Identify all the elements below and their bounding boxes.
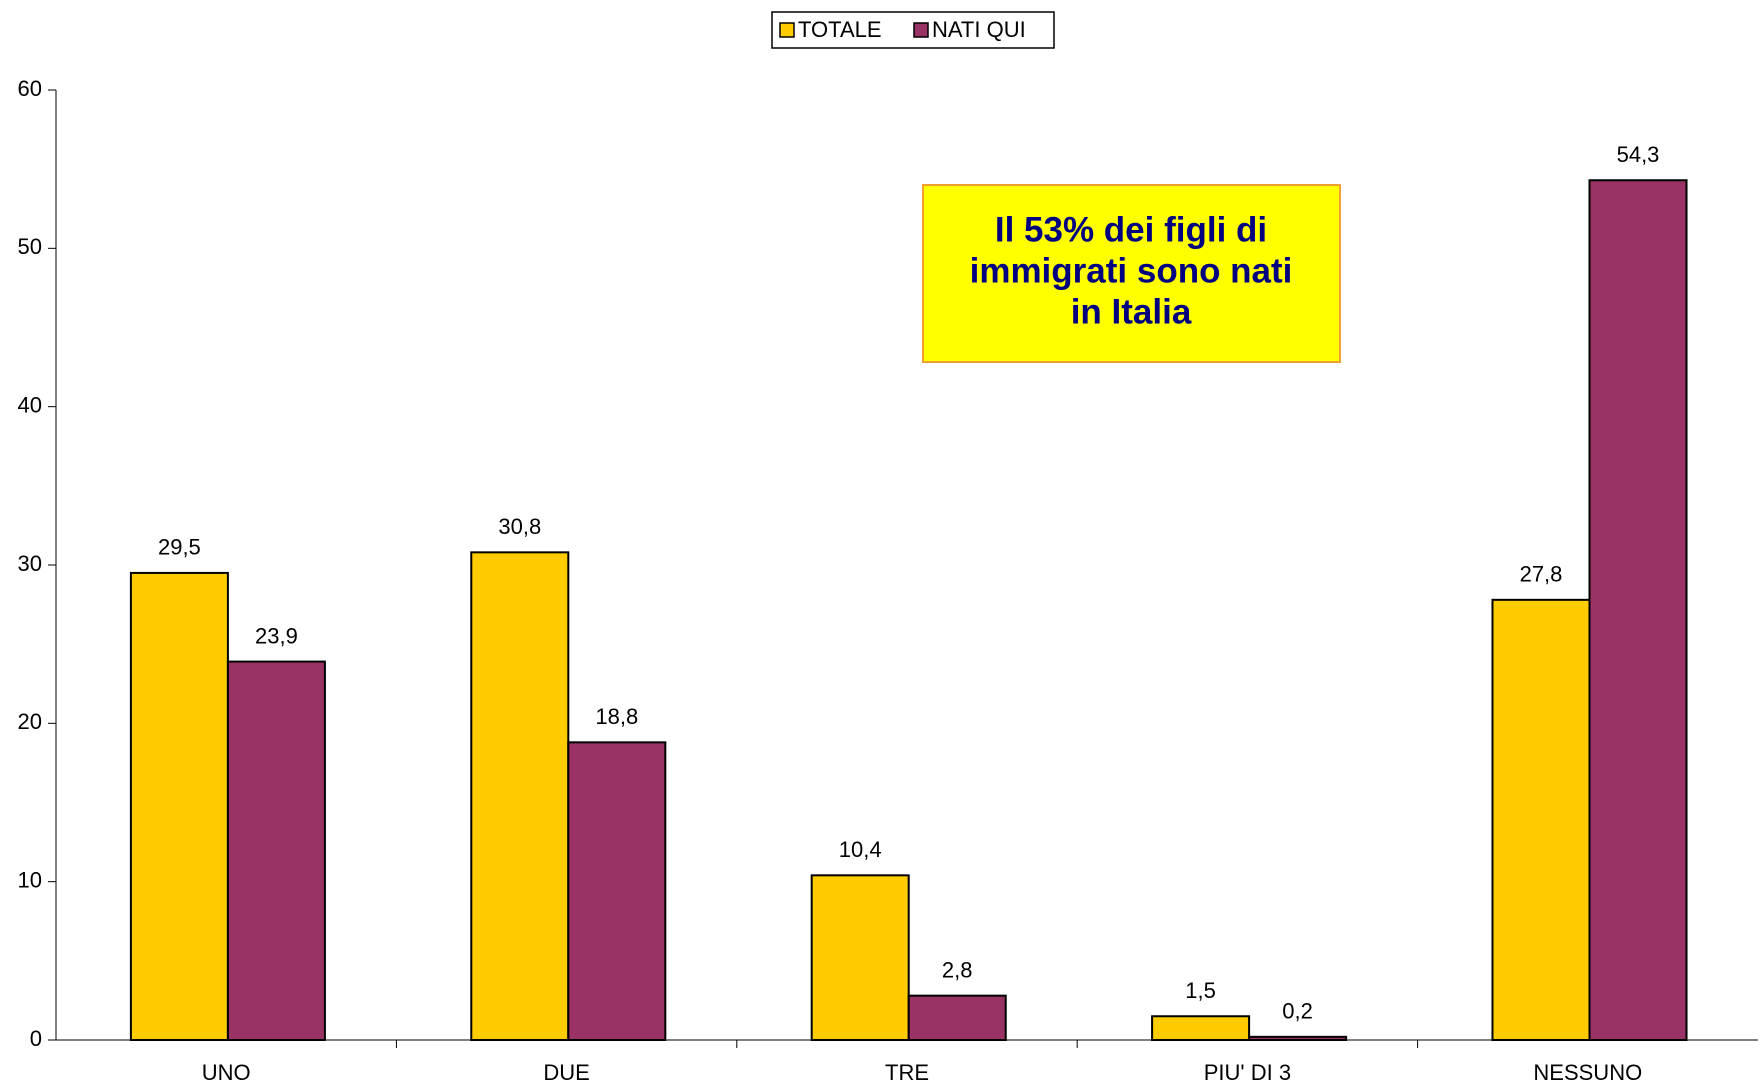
x-tick-label: PIU' DI 3: [1204, 1060, 1291, 1085]
y-tick-label: 20: [18, 709, 42, 734]
bar: [129, 571, 229, 1042]
bar: [907, 994, 1007, 1042]
value-label: 27,8: [1520, 562, 1563, 587]
annotation-text: immigrati sono nati: [970, 251, 1293, 290]
bar: [1248, 1035, 1348, 1042]
annotation-text: in Italia: [1071, 292, 1192, 331]
x-tick-label: NESSUNO: [1533, 1060, 1642, 1085]
annotation-text: Il 53% dei figli di: [995, 210, 1267, 249]
y-tick-label: 60: [18, 76, 42, 101]
value-label: 18,8: [595, 704, 638, 729]
y-tick-label: 10: [18, 867, 42, 892]
bar: [226, 660, 326, 1041]
annotation-box: [922, 184, 1341, 363]
bar: [1151, 1015, 1251, 1041]
bar: [1491, 598, 1591, 1041]
value-label: 1,5: [1185, 978, 1216, 1003]
bar: [810, 874, 910, 1041]
x-tick-label: DUE: [543, 1060, 589, 1085]
value-label: 0,2: [1282, 999, 1313, 1024]
y-tick-label: 0: [30, 1026, 42, 1051]
legend-box: [771, 11, 1055, 49]
bar: [1588, 179, 1688, 1041]
x-tick-label: UNO: [202, 1060, 251, 1085]
value-label: 29,5: [158, 535, 201, 560]
legend-label: NATI QUI: [932, 17, 1026, 42]
x-tick-label: TRE: [885, 1060, 929, 1085]
y-tick-label: 40: [18, 392, 42, 417]
value-label: 2,8: [942, 957, 973, 982]
bar: [470, 551, 570, 1041]
value-label: 10,4: [839, 837, 882, 862]
bar: [567, 741, 667, 1041]
y-tick-label: 30: [18, 551, 42, 576]
value-label: 54,3: [1617, 142, 1660, 167]
value-label: 30,8: [498, 514, 541, 539]
legend-swatch: [779, 22, 795, 38]
legend-label: TOTALE: [798, 17, 882, 42]
legend-swatch: [913, 22, 929, 38]
y-tick-label: 50: [18, 234, 42, 259]
value-label: 23,9: [255, 623, 298, 648]
